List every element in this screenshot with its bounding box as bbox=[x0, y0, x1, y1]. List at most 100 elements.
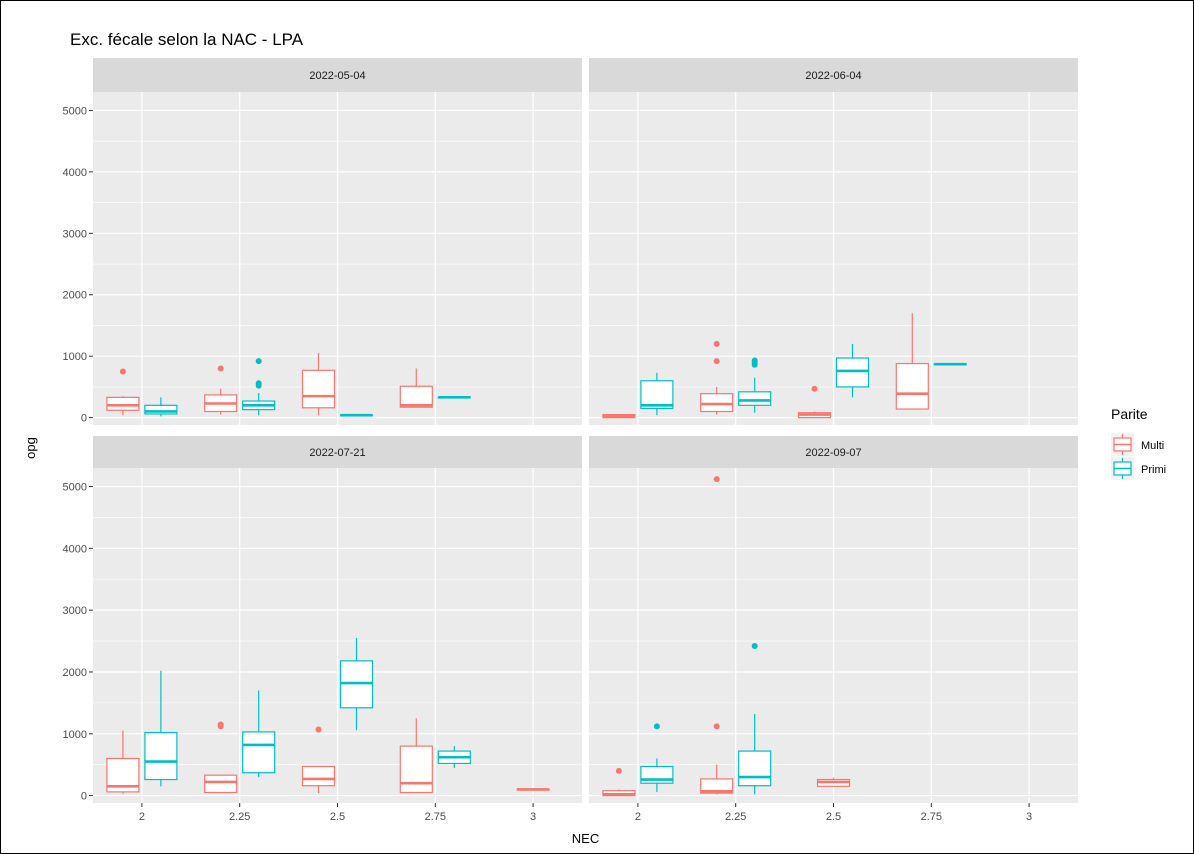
facet-panel-2022-05-04: 2022-05-04 0 1000 2000 3000 4000 5000 bbox=[63, 58, 582, 425]
y-tick-label: 5000 bbox=[63, 105, 87, 117]
box-primi-2 bbox=[144, 670, 178, 787]
outlier-point bbox=[811, 385, 818, 392]
box-multi-2.5 bbox=[301, 353, 336, 416]
x-axis-title: NEC bbox=[572, 831, 599, 846]
facet-strip bbox=[93, 58, 582, 92]
box-multi-2 bbox=[106, 730, 140, 794]
y-tick-label: 3000 bbox=[63, 605, 87, 617]
y-tick-label: 4000 bbox=[63, 543, 87, 555]
box-multi-2.75 bbox=[895, 313, 929, 410]
facet-strip bbox=[589, 436, 1078, 468]
box-primi-2.25 bbox=[738, 357, 772, 413]
box-multi-2.25 bbox=[700, 340, 734, 415]
box-body bbox=[700, 778, 734, 794]
facet-strip-label: 2022-09-07 bbox=[805, 447, 861, 459]
outlier-point bbox=[713, 340, 720, 347]
y-tick-label: 2000 bbox=[63, 667, 87, 679]
x-tick-label: 2.25 bbox=[725, 811, 746, 823]
y-tick-label: 1000 bbox=[63, 729, 87, 741]
box-primi-2.75 bbox=[933, 362, 967, 366]
outlier-point bbox=[315, 726, 322, 733]
y-tick-label: 0 bbox=[81, 791, 87, 803]
outlier-point bbox=[751, 357, 758, 364]
outlier-point bbox=[217, 721, 224, 728]
facet-strip-label: 2022-06-04 bbox=[805, 70, 861, 82]
outlier-point bbox=[713, 723, 720, 730]
outlier-point bbox=[615, 767, 622, 774]
box-multi-2 bbox=[602, 767, 636, 797]
box-primi-2.5 bbox=[835, 343, 870, 398]
legend-title: Parite bbox=[1111, 406, 1148, 422]
outlier-point bbox=[119, 368, 126, 375]
box-body bbox=[301, 369, 336, 409]
box-body bbox=[301, 765, 336, 787]
box-multi-2.75 bbox=[399, 368, 433, 408]
x-tick-label: 2.25 bbox=[229, 811, 250, 823]
y-tick-label: 1000 bbox=[63, 351, 87, 363]
x-tick-label: 2.5 bbox=[826, 811, 841, 823]
x-tick-label: 2.75 bbox=[425, 811, 446, 823]
box-multi-2.5 bbox=[797, 385, 832, 419]
outlier-point bbox=[653, 723, 660, 730]
facet-strip bbox=[93, 436, 582, 468]
y-tick-label: 4000 bbox=[63, 167, 87, 179]
box-multi-2 bbox=[106, 368, 140, 416]
box-primi-2.75 bbox=[437, 746, 471, 768]
box-multi-3 bbox=[516, 788, 550, 791]
box-body bbox=[700, 393, 734, 413]
facet-panel-2022-09-07: 2022-09-07 2 2.25 2.5 2.75 3 bbox=[589, 436, 1078, 823]
y-tick-label: 0 bbox=[81, 413, 87, 425]
box-multi-2.25 bbox=[204, 721, 238, 794]
box-body bbox=[204, 774, 238, 794]
legend: Parite Multi Primi bbox=[1111, 406, 1166, 480]
facet-strip bbox=[589, 58, 1078, 92]
outlier-point bbox=[255, 358, 262, 365]
y-tick-label: 2000 bbox=[63, 290, 87, 302]
outlier-point bbox=[713, 476, 720, 483]
chart-title: Exc. fécale selon la NAC - LPA bbox=[70, 30, 304, 49]
box-body bbox=[895, 362, 929, 410]
outlier-point bbox=[217, 365, 224, 372]
box-body bbox=[106, 396, 140, 411]
box-body bbox=[738, 391, 772, 406]
x-tick-label: 3 bbox=[1026, 811, 1032, 823]
outlier-point bbox=[751, 643, 758, 650]
box-multi-2.5 bbox=[816, 777, 851, 787]
box-body bbox=[640, 380, 674, 410]
facet-strip-label: 2022-07-21 bbox=[309, 447, 365, 459]
x-tick-label: 3 bbox=[530, 811, 536, 823]
box-body bbox=[144, 404, 178, 415]
box-primi-2 bbox=[640, 372, 674, 416]
facet-panel-2022-07-21: 2022-07-21 0 1000 2000 3000 4000 5000 2 2.25 2.5 2… bbox=[63, 436, 582, 823]
x-tick-label: 2 bbox=[139, 811, 145, 823]
box-multi-2.25 bbox=[700, 476, 734, 795]
outlier-point bbox=[713, 358, 720, 365]
x-tick-label: 2.75 bbox=[921, 811, 942, 823]
legend-key-primi bbox=[1111, 457, 1134, 480]
legend-label-multi: Multi bbox=[1141, 440, 1164, 452]
facet-strip-label: 2022-05-04 bbox=[309, 70, 365, 82]
box-multi-2.25 bbox=[204, 365, 238, 415]
box-body bbox=[835, 357, 870, 388]
y-tick-label: 5000 bbox=[63, 482, 87, 494]
box-primi-2 bbox=[144, 397, 178, 417]
y-tick-label: 3000 bbox=[63, 228, 87, 240]
box-body bbox=[399, 745, 433, 794]
x-tick-label: 2 bbox=[635, 811, 641, 823]
box-body bbox=[242, 731, 276, 774]
box-body bbox=[738, 750, 772, 787]
box-primi-2.5 bbox=[339, 637, 374, 731]
box-multi-2.75 bbox=[399, 718, 433, 794]
box-multi-2.5 bbox=[301, 726, 336, 794]
outlier-point bbox=[255, 380, 262, 387]
box-primi-2.25 bbox=[242, 358, 276, 416]
box-primi-2.5 bbox=[339, 413, 374, 417]
box-body bbox=[399, 385, 433, 408]
box-primi-2.25 bbox=[738, 643, 772, 795]
y-axis-title: opg bbox=[23, 437, 38, 459]
box-multi-2 bbox=[602, 413, 636, 419]
facet-panel-2022-06-04: 2022-06-04 bbox=[589, 58, 1078, 425]
legend-key-multi bbox=[1111, 433, 1134, 456]
